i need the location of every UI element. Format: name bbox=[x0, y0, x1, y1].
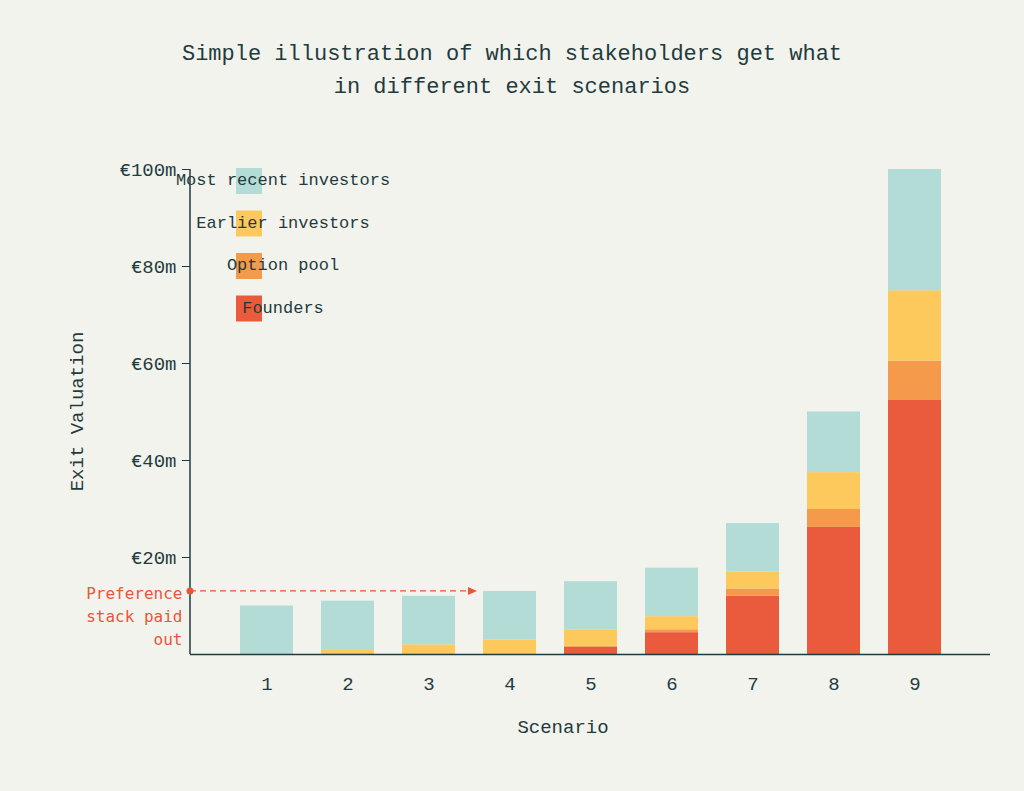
svg-text:Founders: Founders bbox=[242, 299, 324, 318]
svg-text:Option pool: Option pool bbox=[227, 256, 339, 275]
svg-text:€80m: €80m bbox=[131, 257, 177, 279]
svg-text:2: 2 bbox=[342, 674, 353, 696]
svg-text:9: 9 bbox=[909, 674, 920, 696]
svg-text:€100m: €100m bbox=[119, 160, 176, 182]
svg-text:Exit Valuation: Exit Valuation bbox=[67, 332, 89, 492]
svg-text:4: 4 bbox=[504, 674, 515, 696]
svg-text:Scenario: Scenario bbox=[517, 717, 608, 739]
svg-text:3: 3 bbox=[423, 674, 434, 696]
svg-text:Most recent investors: Most recent investors bbox=[176, 171, 390, 190]
html-text:Simple illustration of which s: Simple illustration of which stakeholder… bbox=[181, 42, 842, 100]
svg-text:7: 7 bbox=[747, 674, 758, 696]
svg-text:8: 8 bbox=[828, 674, 839, 696]
svg-text:1: 1 bbox=[261, 674, 272, 696]
svg-text:5: 5 bbox=[585, 674, 596, 696]
svg-text:€20m: €20m bbox=[131, 548, 177, 570]
svg-text:Earlier investors: Earlier investors bbox=[196, 214, 369, 233]
svg-text:€40m: €40m bbox=[131, 451, 177, 473]
svg-text:Preferencestack paidout: Preferencestack paidout bbox=[86, 584, 182, 649]
svg-text:6: 6 bbox=[666, 674, 677, 696]
svg-text:€60m: €60m bbox=[131, 354, 177, 376]
